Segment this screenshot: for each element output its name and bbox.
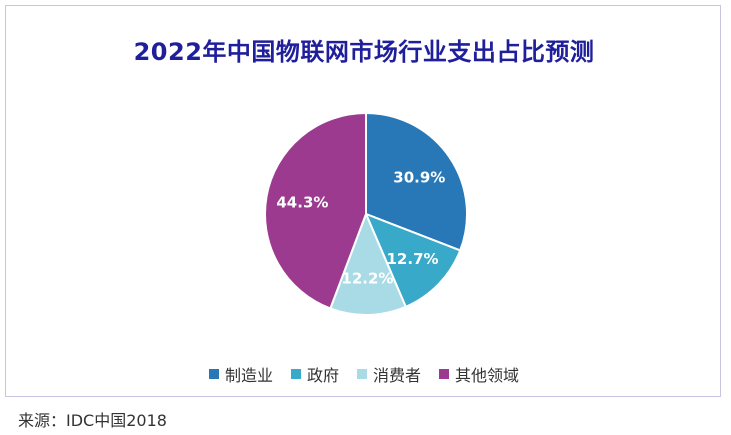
pie-slice-other xyxy=(264,111,367,310)
pie-chart: 30.9% 12.7% 12.2% 44.3% xyxy=(264,111,468,316)
legend-label: 政府 xyxy=(306,366,339,385)
legend-item-manufacturing: 制造业 xyxy=(208,362,273,386)
legend-item-consumer: 消费者 xyxy=(357,362,421,386)
legend-item-government: 政府 xyxy=(290,362,339,386)
pie-slice-manufacturing xyxy=(365,111,468,252)
chart-frame: 2022年中国物联网市场行业支出占比预测 30.9% 12.7% 12.2% 44.3… xyxy=(5,5,721,397)
slice-label-other: 44.3% xyxy=(276,193,328,211)
legend: 制造业 政府 消费者 其他领域 xyxy=(6,362,722,386)
legend-swatch xyxy=(290,369,301,379)
legend-swatch xyxy=(357,369,367,379)
legend-label: 其他领域 xyxy=(455,366,520,385)
slice-label-government: 12.7% xyxy=(387,250,439,268)
slice-label-manufacturing: 30.9% xyxy=(393,168,445,186)
source-note: 来源：IDC中国2018 xyxy=(18,411,167,430)
slice-label-consumer: 12.2% xyxy=(341,270,393,288)
legend-item-other: 其他领域 xyxy=(439,362,519,386)
legend-swatch xyxy=(208,369,219,379)
legend-label: 消费者 xyxy=(373,366,422,385)
chart-title: 2022年中国物联网市场行业支出占比预测 xyxy=(133,38,595,66)
pie-slice-government xyxy=(364,212,462,309)
pie-slice-consumer xyxy=(329,211,408,316)
legend-label: 制造业 xyxy=(224,366,273,385)
legend-swatch xyxy=(439,369,450,379)
